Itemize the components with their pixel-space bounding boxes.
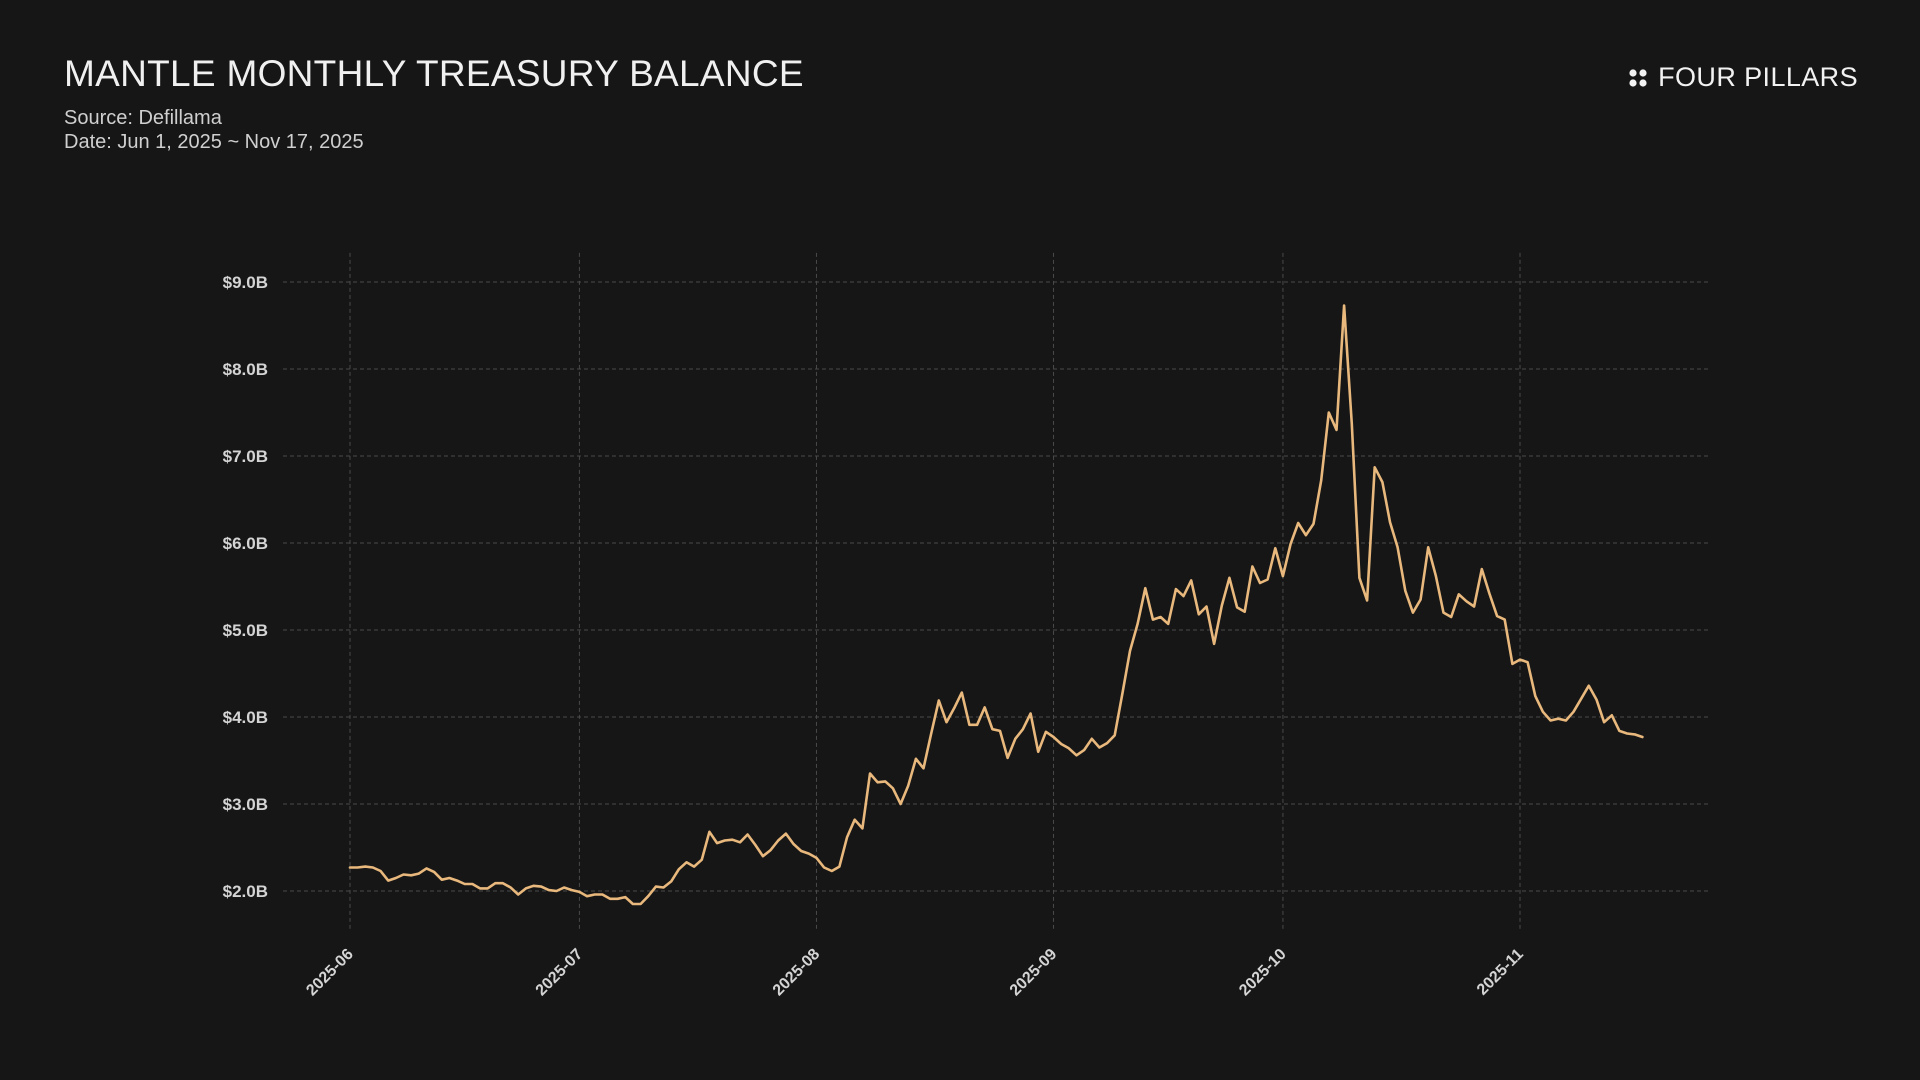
chart-header: MANTLE MONTHLY TREASURY BALANCE Source: … [64, 52, 804, 154]
chart-meta: Source: Defillama Date: Jun 1, 2025 ~ No… [64, 106, 804, 154]
y-tick-label: $8.0B [223, 360, 268, 379]
x-tick-label: 2025-10 [1236, 946, 1290, 1000]
y-tick-label: $9.0B [223, 273, 268, 292]
x-tick-label: 2025-11 [1474, 946, 1527, 999]
series-line [348, 304, 1644, 906]
x-tick-label: 2025-06 [303, 946, 357, 1000]
y-tick-label: $7.0B [223, 447, 268, 466]
chart-title: MANTLE MONTHLY TREASURY BALANCE [64, 53, 804, 94]
brand-name: FOUR PILLARS [1658, 62, 1858, 92]
source-label: Source: Defillama [64, 107, 222, 130]
brand-logo: FOUR PILLARS [1628, 62, 1858, 93]
x-tick-label: 2025-09 [1007, 946, 1061, 1000]
four-dots-logo-icon [1629, 68, 1647, 87]
x-tick-label: 2025-07 [533, 946, 587, 1000]
y-tick-label: $6.0B [223, 534, 268, 553]
y-tick-label: $5.0B [223, 621, 268, 640]
x-tick-label: 2025-08 [770, 946, 824, 1000]
y-tick-label: $4.0B [223, 708, 268, 727]
y-tick-label: $3.0B [223, 795, 268, 814]
date-range-label: Date: Jun 1, 2025 ~ Nov 17, 2025 [64, 131, 364, 154]
y-tick-label: $2.0B [223, 882, 268, 901]
